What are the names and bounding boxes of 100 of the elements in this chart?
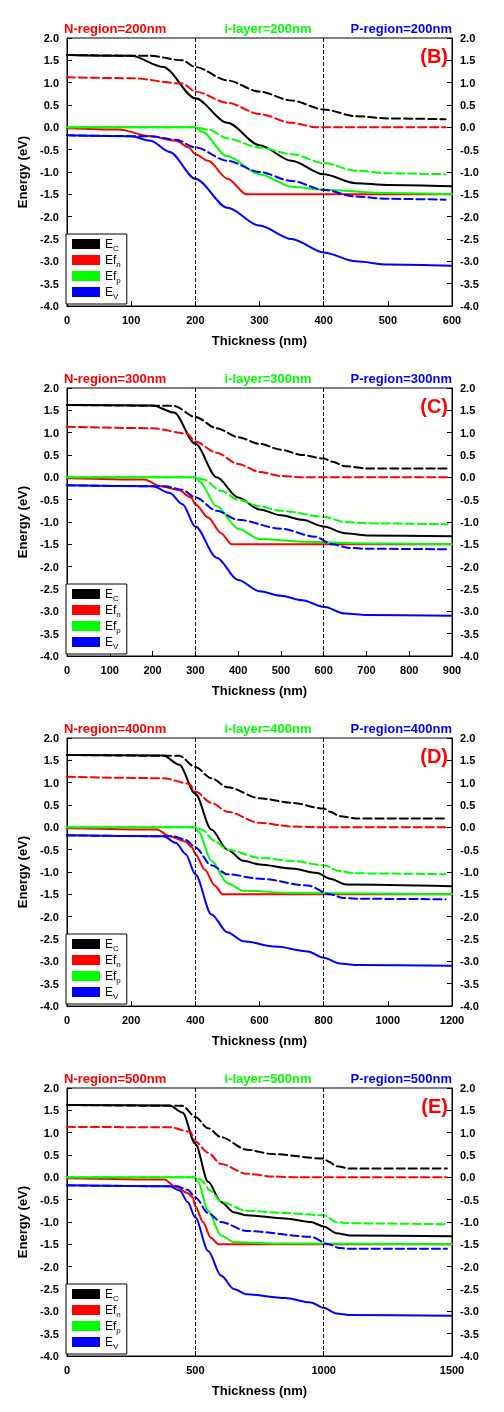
y-tick-label: -2.0 xyxy=(40,1260,59,1273)
text: N-region=200nm xyxy=(64,21,167,36)
y-axis-title: Energy (eV) xyxy=(15,485,30,559)
y-tick-label: 1.0 xyxy=(43,1126,59,1139)
y-tick-label: 2.0 xyxy=(43,32,59,44)
y2-tick-label: 0.0 xyxy=(460,471,476,484)
text: P-region=500nm xyxy=(350,1071,452,1086)
y2-tick-label: -2.5 xyxy=(460,933,479,945)
y2-tick-label: -3.0 xyxy=(460,605,479,618)
y-tick-label: -4.0 xyxy=(40,650,59,662)
x-axis-title: Thickness (nm) xyxy=(211,1033,308,1048)
text: N-region=500nm xyxy=(64,1071,167,1086)
y-tick-label: -0.5 xyxy=(40,843,59,856)
x-tick-label: 300 xyxy=(186,663,205,676)
y2-tick-label: 1.0 xyxy=(460,1126,476,1139)
y-tick-label: -1.5 xyxy=(40,188,59,201)
annotation: (B) xyxy=(420,45,448,67)
x-tick-label: 0 xyxy=(63,663,71,676)
y2-tick-label: 1.0 xyxy=(460,776,476,789)
y-tick-label: 1.5 xyxy=(43,754,59,767)
y2-tick-label: -1.0 xyxy=(460,516,479,528)
x-tick-label: 600 xyxy=(442,313,462,326)
y2-tick-label: 2.0 xyxy=(460,732,476,744)
y-axis-title: Energy (eV) xyxy=(15,1185,30,1259)
x-tick-label: 1000 xyxy=(311,1363,336,1376)
text: P-region=300nm xyxy=(350,371,452,386)
y-tick-label: -2.5 xyxy=(40,583,59,595)
x-tick-label: 100 xyxy=(121,313,141,326)
y-tick-label: 0.5 xyxy=(43,449,59,461)
y-tick-label: -3.5 xyxy=(40,277,59,290)
y-tick-label: -2.5 xyxy=(40,233,59,245)
y-tick-label: 1.0 xyxy=(43,426,59,439)
y-tick-label: -3.0 xyxy=(40,605,59,618)
y-tick-label: -1.5 xyxy=(40,888,59,901)
annotation: (E) xyxy=(421,1095,448,1117)
y2-tick-label: 2.0 xyxy=(460,382,476,394)
y2-tick-label: -1.5 xyxy=(460,1238,479,1251)
y-tick-label: -2.0 xyxy=(40,560,59,573)
text: i-layer=500nm xyxy=(224,1071,312,1086)
y-tick-label: 2.0 xyxy=(43,382,59,394)
y-tick-label: -0.5 xyxy=(40,1193,59,1206)
y2-tick-label: 0.5 xyxy=(460,799,476,811)
y-tick-label: 0.5 xyxy=(43,799,59,811)
y2-tick-label: 0.5 xyxy=(460,1149,476,1161)
y-tick-label: 0.5 xyxy=(43,1149,59,1161)
y-tick-label: -4.0 xyxy=(40,1350,59,1362)
y2-tick-label: 0.0 xyxy=(460,821,476,834)
x-tick-label: 400 xyxy=(314,313,333,326)
x-tick-label: 600 xyxy=(314,663,333,676)
y2-tick-label: -1.5 xyxy=(460,888,479,901)
y-tick-label: -1.0 xyxy=(40,1216,59,1228)
y-tick-label: 1.5 xyxy=(43,1104,59,1117)
text: N-region=400nm xyxy=(64,721,167,736)
y2-tick-label: -0.5 xyxy=(460,143,479,156)
y2-tick-label: -1.5 xyxy=(460,188,479,201)
y2-tick-label: -0.5 xyxy=(460,843,479,856)
text: P-region=200nm xyxy=(350,21,452,36)
y-tick-label: -0.5 xyxy=(40,493,59,506)
y-tick-label: -1.0 xyxy=(40,166,59,178)
y-tick-label: 1.5 xyxy=(43,54,59,67)
y-tick-label: 2.0 xyxy=(43,1082,59,1094)
y2-tick-label: -1.0 xyxy=(460,866,479,878)
x-tick-label: 500 xyxy=(271,663,291,676)
text: N-region=300nm xyxy=(64,371,167,386)
y-tick-label: 0.0 xyxy=(43,1171,59,1184)
y-tick-label: -3.5 xyxy=(40,1327,59,1340)
y-axis-title: Energy (eV) xyxy=(15,135,30,209)
y-tick-label: -2.0 xyxy=(40,210,59,223)
y2-tick-label: 2.0 xyxy=(460,1082,476,1094)
y-tick-label: -2.5 xyxy=(40,1283,59,1295)
y2-tick-label: -3.5 xyxy=(460,977,479,990)
y2-tick-label: 1.0 xyxy=(460,426,476,439)
line-series xyxy=(66,76,447,129)
y-tick-label: 2.0 xyxy=(43,732,59,744)
text: i-layer=400nm xyxy=(224,721,312,736)
x-tick-label: 1500 xyxy=(439,1363,465,1376)
y2-tick-label: -4.0 xyxy=(460,650,479,662)
y-tick-label: 0.0 xyxy=(43,471,59,484)
y2-tick-label: -2.0 xyxy=(460,910,479,923)
annotation: (C) xyxy=(420,395,448,417)
line-series xyxy=(66,425,449,479)
y2-tick-label: -2.5 xyxy=(460,1283,479,1295)
y2-tick-label: -3.0 xyxy=(460,955,479,968)
y2-tick-label: -1.0 xyxy=(460,1216,479,1228)
y2-tick-label: -3.0 xyxy=(460,255,479,268)
y-tick-label: -1.5 xyxy=(40,538,59,551)
text: i-layer=200nm xyxy=(224,21,312,36)
y-tick-label: -4.0 xyxy=(40,300,59,312)
y2-tick-label: 0.5 xyxy=(460,99,476,111)
x-tick-label: 200 xyxy=(143,663,162,676)
x-axis-title: Thickness (nm) xyxy=(211,1383,308,1398)
y-tick-label: -3.0 xyxy=(40,1305,59,1318)
y2-tick-label: 1.5 xyxy=(460,1104,476,1117)
y2-tick-label: -2.5 xyxy=(460,583,479,595)
y-tick-label: -1.5 xyxy=(40,1238,59,1251)
y-tick-label: -3.0 xyxy=(40,255,59,268)
text: i-layer=300nm xyxy=(224,371,312,386)
y2-tick-label: -3.5 xyxy=(460,1327,479,1340)
line-series xyxy=(66,1125,448,1179)
x-tick-label: 1200 xyxy=(439,1013,465,1026)
